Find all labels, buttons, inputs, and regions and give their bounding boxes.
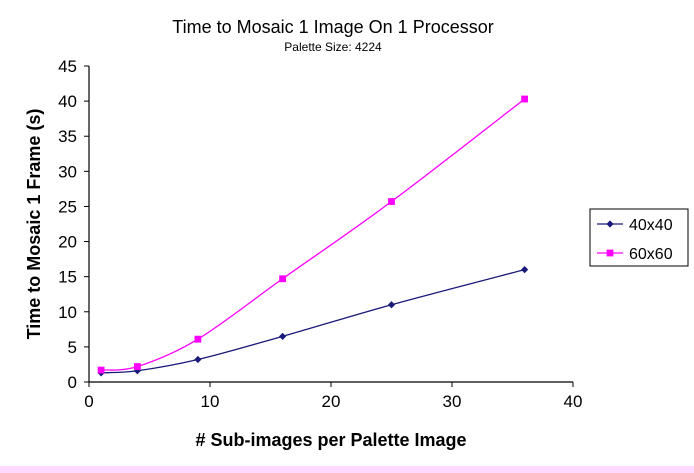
y-tick-label: 35 xyxy=(58,127,77,146)
data-point-60x60 xyxy=(279,275,286,283)
y-axis-ticks: 0 5 10 15 20 25 30 35 40 45 xyxy=(58,57,89,392)
data-point-60x60 xyxy=(97,366,105,374)
x-tick-label: 20 xyxy=(322,392,341,411)
y-tick-label: 5 xyxy=(68,338,77,357)
series-lines xyxy=(101,98,525,374)
legend-label: 40x40 xyxy=(629,217,673,234)
data-point-60x60 xyxy=(134,363,141,370)
data-point-60x60 xyxy=(388,198,395,205)
legend-label: 60x60 xyxy=(629,246,673,263)
data-point-60x60 xyxy=(521,95,528,103)
legend-marker xyxy=(606,249,614,257)
y-tick-label: 25 xyxy=(58,197,77,216)
data-point-40x40 xyxy=(279,332,287,340)
series-line-60x60 xyxy=(101,98,525,371)
x-axis-label: # Sub-images per Palette Image xyxy=(195,430,466,450)
y-tick-label: 0 xyxy=(68,373,77,392)
x-axis-ticks: 0 10 20 30 40 xyxy=(84,382,582,411)
legend-marker xyxy=(606,220,614,228)
x-tick-label: 0 xyxy=(84,392,93,411)
data-point-60x60 xyxy=(194,335,202,343)
series-line-40x40 xyxy=(101,269,525,374)
y-tick-label: 10 xyxy=(58,303,77,322)
x-tick-label: 30 xyxy=(443,392,462,411)
x-tick-label: 40 xyxy=(564,392,583,411)
chart-subtitle: Palette Size: 4224 xyxy=(284,40,382,54)
axes xyxy=(88,66,573,383)
data-point-40x40 xyxy=(387,301,396,309)
chart-title: Time to Mosaic 1 Image On 1 Processor xyxy=(172,17,493,37)
data-point-40x40 xyxy=(194,355,202,364)
y-tick-label: 45 xyxy=(58,57,77,76)
y-tick-label: 30 xyxy=(58,162,77,181)
y-tick-label: 40 xyxy=(58,92,77,111)
y-axis-label: Time to Mosaic 1 Frame (s) xyxy=(24,109,44,340)
x-tick-label: 10 xyxy=(201,392,220,411)
data-point-40x40 xyxy=(521,266,529,274)
bottom-strip xyxy=(0,466,694,473)
legend-box xyxy=(589,208,689,267)
y-tick-label: 20 xyxy=(58,233,77,252)
y-tick-label: 15 xyxy=(58,268,77,287)
series-markers xyxy=(97,95,529,377)
legend: 40x40 60x60 xyxy=(589,208,689,267)
